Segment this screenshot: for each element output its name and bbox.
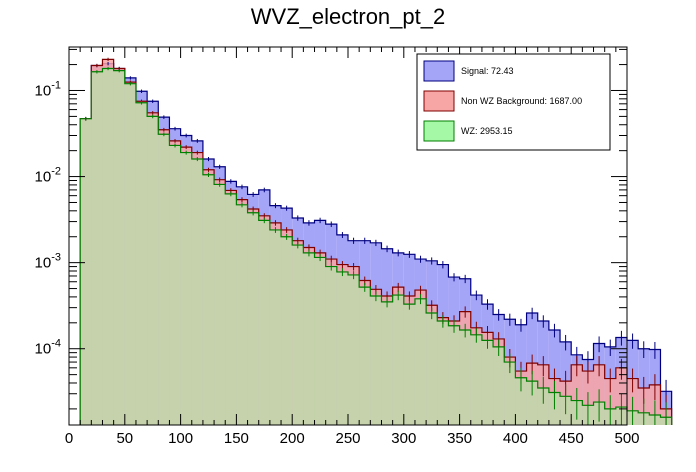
x-tick-label: 500 [614,430,639,447]
bar [426,313,438,425]
bar [292,245,304,425]
bar [526,381,538,425]
legend-label: WZ: 2953.15 [461,126,513,136]
y-tick-label: 10-3 [35,252,61,272]
x-tick-label: 0 [65,430,73,447]
y-tick-label: 10-2 [35,166,61,186]
bar [392,295,404,425]
bar [113,70,125,425]
bar [124,83,136,425]
series-2 [79,67,673,426]
bar [147,116,159,425]
bar [135,102,148,425]
error-bars [85,57,667,425]
bar [470,334,482,425]
legend-label: Non WZ Background: 1687.00 [461,96,582,106]
bar [202,174,215,425]
x-tick-label: 400 [503,430,528,447]
x-tick-label: 250 [335,430,360,447]
y-tick-label: 10-4 [35,338,61,358]
legend-swatch [423,90,455,112]
x-tick-label: 100 [168,430,193,447]
bar [370,295,382,425]
legend-swatch [423,120,455,142]
bar [269,229,282,425]
x-tick-label: 350 [447,430,472,447]
bar [236,204,248,425]
bar [448,325,460,425]
bar [225,193,237,425]
legend: Signal: 72.43 Non WZ Background: 1687.00 W… [416,53,611,151]
series-outline [79,63,673,425]
bar [348,274,360,425]
bar [180,152,192,425]
bar [459,330,471,425]
x-tick-label: 300 [391,430,416,447]
bar [537,387,549,425]
bar [381,301,393,425]
y-tick-label: 10-1 [35,79,61,99]
bar [158,134,170,425]
bar [247,212,259,425]
x-tick-label: 50 [116,430,133,447]
bar [493,346,505,425]
bar [281,236,293,425]
bar [102,68,114,425]
bar [303,252,315,425]
bar [504,362,516,425]
bar [414,298,427,425]
bar [214,184,226,425]
bar [437,320,449,425]
legend-label: Signal: 72.43 [461,66,514,76]
bar [169,145,181,425]
x-tick-label: 150 [224,430,249,447]
axes: 0 50 100 150 200 250 300 350 400 450 500 10-1 10-2 10… [35,47,640,447]
bar [91,71,103,425]
bar [336,271,348,425]
bar [403,304,415,425]
chart-title: WVZ_electron_pt_2 [251,4,445,29]
bar [80,118,92,426]
bar [191,158,203,425]
bar [258,220,270,425]
bar [481,340,494,425]
bar [515,377,527,425]
x-tick-label: 450 [559,430,584,447]
bar [359,287,371,425]
bar [314,257,326,425]
x-tick-label: 200 [280,430,305,447]
bar [325,266,337,425]
legend-swatch [423,60,455,82]
